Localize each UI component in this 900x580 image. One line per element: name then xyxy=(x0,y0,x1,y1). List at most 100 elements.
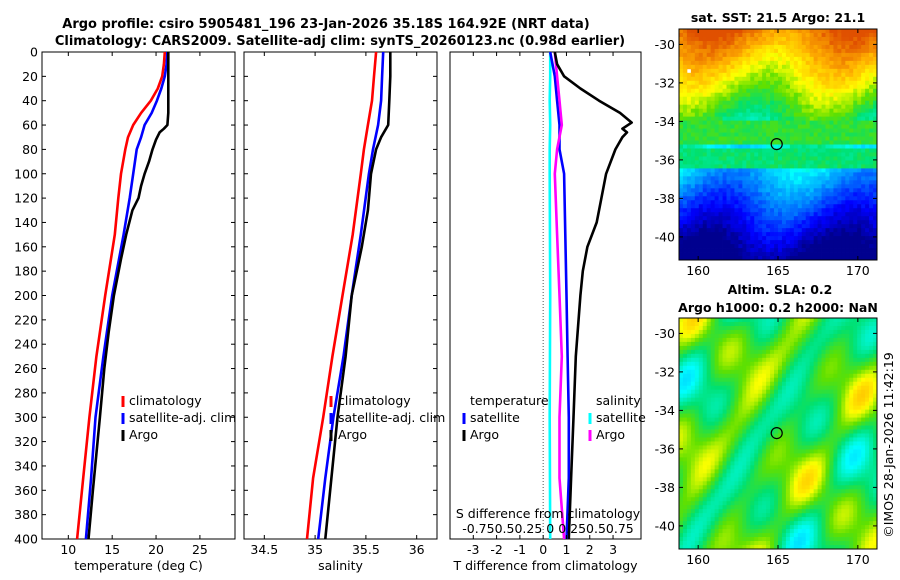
map-cell xyxy=(730,108,735,114)
map-cell xyxy=(750,128,755,133)
map-cell xyxy=(686,108,692,114)
map-cell xyxy=(785,377,791,383)
map-cell xyxy=(785,132,791,137)
map-cell xyxy=(833,256,838,261)
map-cell xyxy=(742,361,747,367)
map-cell xyxy=(758,381,763,387)
legend-climatology-label: climatology xyxy=(338,393,411,408)
map-cell xyxy=(714,212,719,217)
map-cell xyxy=(682,176,688,181)
map-cell xyxy=(801,236,807,241)
map-cell xyxy=(781,449,787,454)
map-cell xyxy=(809,104,815,110)
map-cell xyxy=(734,325,739,331)
map-cell xyxy=(694,417,700,422)
map-cell xyxy=(726,188,731,193)
map-cell xyxy=(785,453,791,458)
map-cell xyxy=(746,397,751,403)
map-cell xyxy=(690,176,696,181)
map-cell xyxy=(825,116,830,121)
map-cell xyxy=(722,140,727,145)
y-tick-label: 180 xyxy=(14,264,38,279)
map-cell xyxy=(869,120,874,125)
map-cell xyxy=(754,208,759,213)
map-cell xyxy=(869,248,874,253)
map-cell xyxy=(710,136,716,141)
map-cell xyxy=(841,196,846,201)
map-cell xyxy=(710,529,716,534)
map-cell xyxy=(758,144,763,149)
map-cell xyxy=(722,497,727,502)
map-cell xyxy=(722,505,727,510)
map-cell xyxy=(710,401,716,407)
map-cell xyxy=(766,88,771,94)
map-cell xyxy=(758,353,763,359)
map-cell xyxy=(746,353,751,359)
map-cell xyxy=(861,192,866,197)
map-cell xyxy=(690,377,696,383)
map-cell xyxy=(742,365,747,371)
map-cell xyxy=(861,128,866,133)
map-cell xyxy=(817,180,822,185)
map-cell xyxy=(714,240,719,245)
map-cell xyxy=(762,449,767,454)
map-cell xyxy=(726,493,731,498)
map-cell xyxy=(865,216,870,221)
map-cell xyxy=(698,120,704,125)
map-cell xyxy=(754,184,759,189)
map-cell xyxy=(809,204,815,209)
map-cell xyxy=(774,212,779,217)
map-cell xyxy=(679,228,684,233)
map-cell xyxy=(702,457,708,462)
map-cell xyxy=(686,405,692,410)
map-cell xyxy=(690,128,696,133)
map-cell xyxy=(778,421,783,426)
map-cell xyxy=(813,232,818,237)
map-cell xyxy=(821,188,826,193)
map-cell xyxy=(710,120,716,125)
map-cell xyxy=(801,349,807,355)
map-cell xyxy=(778,505,783,510)
map-cell xyxy=(833,236,838,241)
map-cell xyxy=(738,244,743,249)
map-cell xyxy=(682,120,688,125)
map-cell xyxy=(774,240,779,245)
map-cell xyxy=(722,76,727,82)
map-cell xyxy=(750,505,755,510)
map-cell xyxy=(706,545,712,550)
map-cell xyxy=(710,433,716,438)
map-cell xyxy=(750,152,755,157)
map-cell xyxy=(766,481,771,486)
map-cell xyxy=(774,196,779,201)
map-cell xyxy=(710,148,716,153)
map-cell xyxy=(722,533,727,538)
map-cell xyxy=(762,361,767,367)
map-cell xyxy=(718,48,723,54)
map-cell xyxy=(738,88,743,94)
map-cell xyxy=(706,417,712,422)
map-cell xyxy=(730,216,735,221)
map-cell xyxy=(837,100,842,106)
map-cell xyxy=(762,377,767,383)
map-cell xyxy=(750,172,755,177)
map-cell xyxy=(793,208,799,213)
map-cell xyxy=(821,236,826,241)
map-cell xyxy=(730,152,735,157)
map-cell xyxy=(833,124,838,129)
map-cell xyxy=(865,152,870,157)
map-cell xyxy=(758,212,763,217)
map-cell xyxy=(797,373,803,379)
map-cell xyxy=(702,465,708,470)
map-cell xyxy=(750,244,755,249)
map-cell xyxy=(710,100,716,106)
map-cell xyxy=(718,180,723,185)
map-cell xyxy=(714,224,719,229)
map-cell xyxy=(722,485,727,490)
map-cell xyxy=(781,473,787,478)
map-cell xyxy=(785,325,791,331)
map-cell xyxy=(746,365,751,371)
map-cell xyxy=(734,353,739,359)
map-cell xyxy=(770,329,775,335)
map-cell xyxy=(789,56,795,62)
map-cell xyxy=(730,140,735,145)
